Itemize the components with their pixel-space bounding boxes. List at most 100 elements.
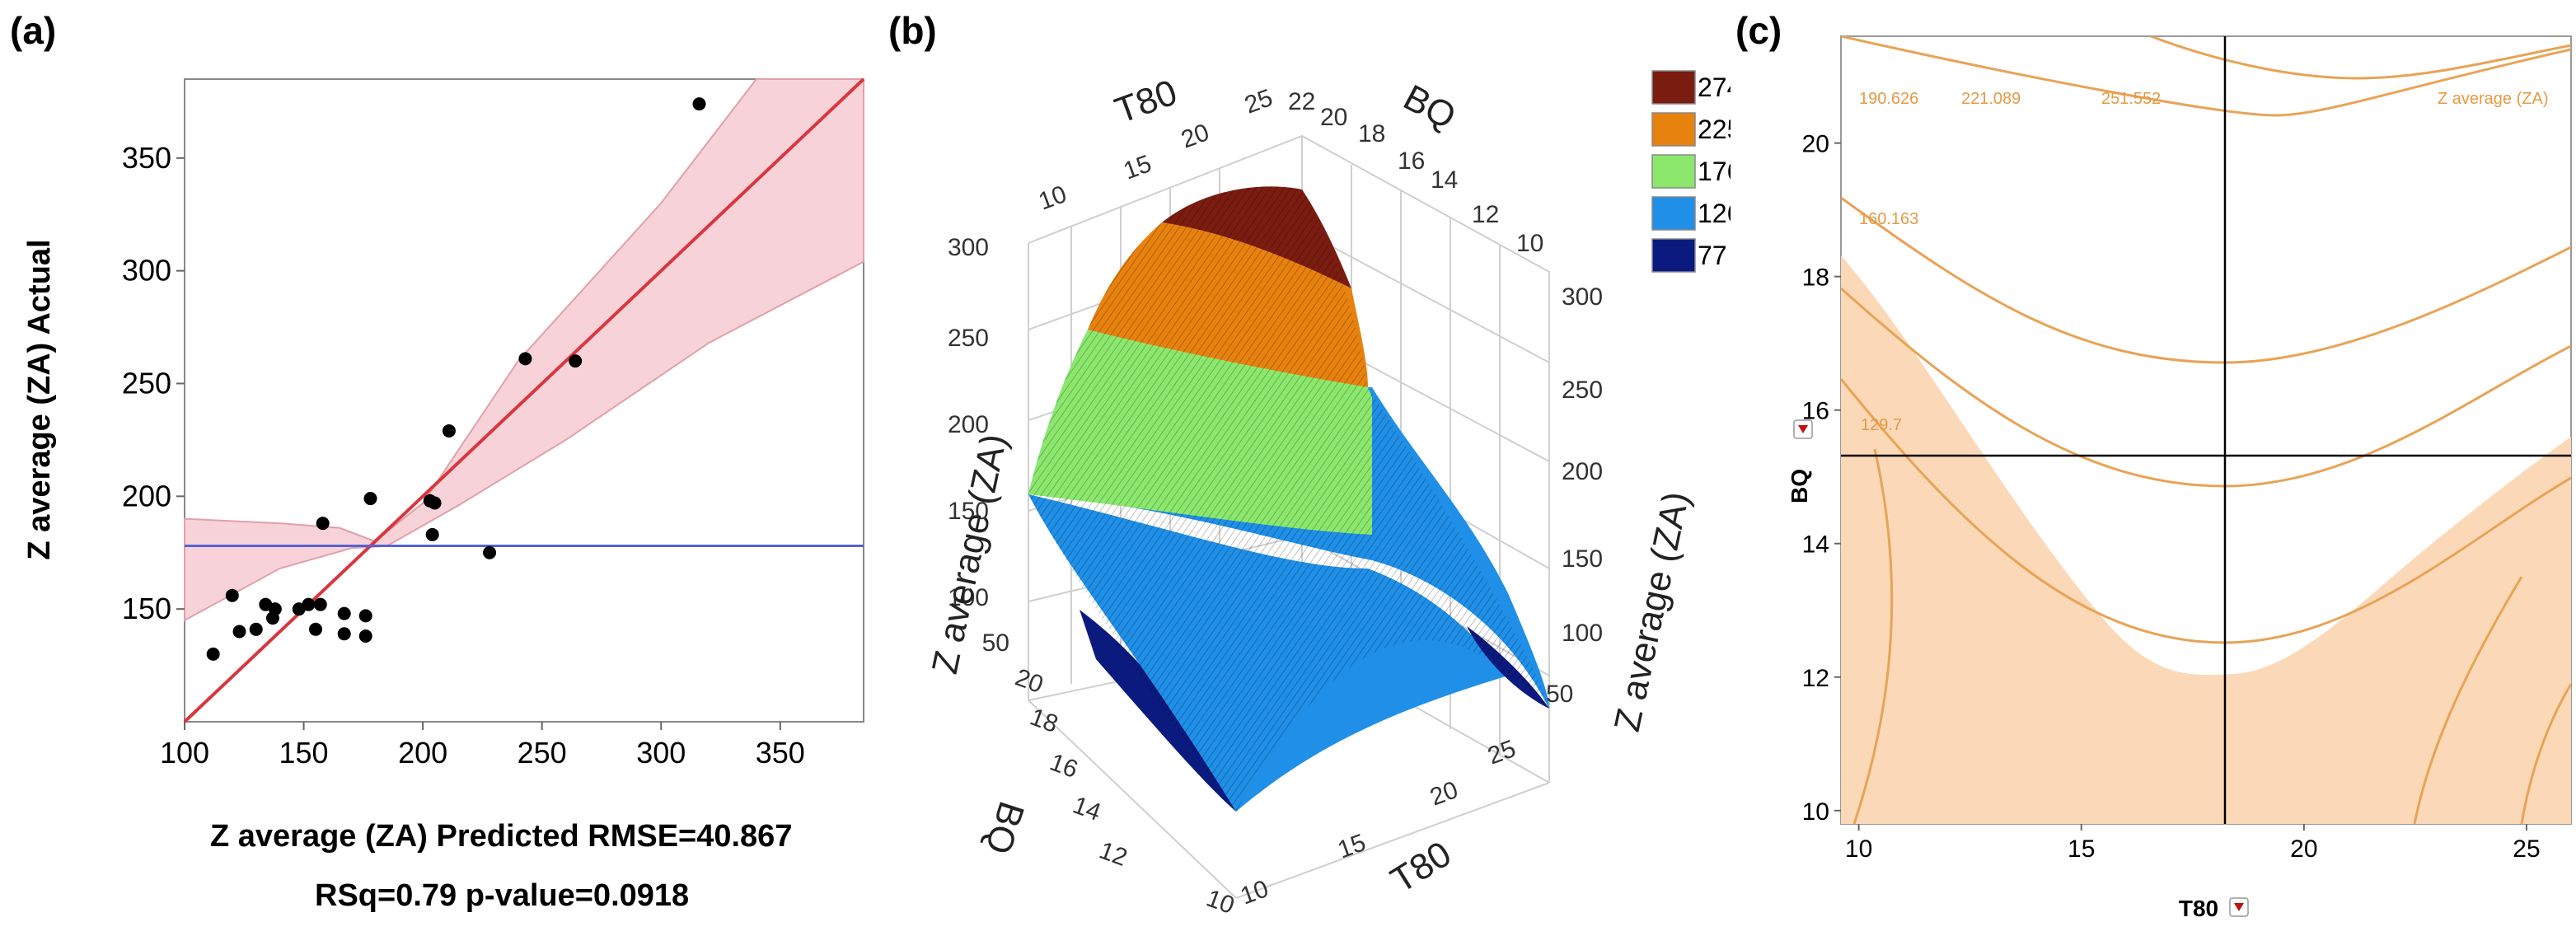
bq-top-tick: 18 xyxy=(1358,120,1385,147)
legend-label: 176 xyxy=(1698,157,1731,186)
legend-swatch xyxy=(1651,112,1696,147)
surface xyxy=(1028,186,1549,812)
t80-top-tick: 10 xyxy=(1035,180,1070,215)
contour-label: 221.089 xyxy=(1961,90,2021,108)
bq-bottom-tick: 10 xyxy=(1203,885,1239,920)
x-tick-label: 300 xyxy=(636,736,686,770)
y-tick-label: 10 xyxy=(1802,798,1829,826)
bq-bottom-tick: 18 xyxy=(1027,704,1062,738)
data-point xyxy=(206,647,220,661)
x-tick-label: 25 xyxy=(2513,835,2540,863)
y-tick-label: 14 xyxy=(1802,531,1829,559)
legend-label: 225 xyxy=(1698,115,1731,144)
bq-bottom-tick: 14 xyxy=(1070,792,1105,826)
data-point xyxy=(313,597,327,611)
t80-axis-bottom: T80 xyxy=(1384,834,1458,901)
data-point xyxy=(442,424,456,438)
legend-swatch xyxy=(1651,154,1696,189)
contour-line xyxy=(2413,576,2523,824)
surface-band-77 xyxy=(1080,610,1236,812)
data-point xyxy=(232,625,246,639)
actual-by-predicted-chart: 100 150 200 250 300 350 150 200 250 300 350 Z ave… xyxy=(22,77,865,770)
z-left-tick: 100 xyxy=(948,584,989,611)
t80-bottom-tick: 15 xyxy=(1334,829,1370,863)
bq-top-tick: 10 xyxy=(1516,230,1543,257)
t80-top-tick: 15 xyxy=(1120,150,1155,185)
bq-top-tick: 22 xyxy=(1288,88,1315,115)
z-right-tick: 200 xyxy=(1562,458,1603,485)
contour-line xyxy=(1841,36,2571,117)
y-tick-label: 300 xyxy=(122,254,171,288)
contour-line xyxy=(2150,36,2571,80)
z-axis-right: Z average (ZA) xyxy=(1607,488,1697,735)
z-right-tick: 50 xyxy=(1546,681,1573,708)
data-point xyxy=(302,597,316,611)
data-point xyxy=(692,97,706,111)
z-left-tick: 50 xyxy=(982,629,1009,657)
surface-ridge-texture xyxy=(1028,186,1549,812)
data-point xyxy=(428,496,442,510)
contour-label: 190.626 xyxy=(1859,90,1918,108)
z-right-tick: 100 xyxy=(1562,620,1603,647)
panel-label-c: (c) xyxy=(1735,9,1782,52)
x-tick-label: 100 xyxy=(160,736,209,770)
x-tick-label: 15 xyxy=(2068,835,2095,863)
bq-top-tick: 12 xyxy=(1472,201,1499,228)
t80-bottom-tick: 20 xyxy=(1426,776,1462,811)
panel-label-b: (b) xyxy=(888,9,937,52)
bq-bottom-tick: 20 xyxy=(1012,664,1047,699)
data-point xyxy=(337,606,351,620)
shaded-region xyxy=(1841,255,2571,824)
y-tick-label: 18 xyxy=(1802,264,1829,292)
bq-bottom-tick: 16 xyxy=(1047,749,1082,784)
y-axis-title: Z average (ZA) Actual xyxy=(22,239,57,559)
data-point xyxy=(569,354,583,368)
data-point xyxy=(337,627,351,641)
data-point xyxy=(518,352,532,366)
contour-label: 251.552 xyxy=(2101,90,2161,108)
data-point xyxy=(358,609,372,623)
panel-a-xlabel: Z average (ZA) Predicted RMSE=40.867 xyxy=(210,819,793,854)
z-left-tick: 200 xyxy=(948,411,989,438)
bq-axis-top: BQ xyxy=(1397,77,1462,138)
contour-x-title: T80 xyxy=(2179,896,2218,921)
bq-top-tick: 20 xyxy=(1320,104,1347,131)
legend-label: 274 xyxy=(1698,73,1731,102)
t80-axis-top: T80 xyxy=(1110,72,1183,131)
legend-swatch xyxy=(1651,70,1696,105)
legend-swatch xyxy=(1651,238,1696,273)
y-tick-label: 200 xyxy=(122,479,171,512)
data-point xyxy=(225,588,239,602)
contour-y-title: BQ xyxy=(1787,469,1812,503)
x-tick-label: 150 xyxy=(279,736,329,770)
y-tick-label: 350 xyxy=(122,141,171,175)
contour-label: 160.163 xyxy=(1859,210,1918,228)
data-point xyxy=(358,629,372,643)
x-tick-label: 10 xyxy=(1845,835,1872,863)
z-left-tick: 300 xyxy=(948,234,989,261)
x-tick-label: 200 xyxy=(398,736,447,770)
t80-bottom-tick: 10 xyxy=(1237,875,1272,910)
data-point xyxy=(483,545,497,559)
x-tick-label: 250 xyxy=(518,736,567,770)
legend-swatch xyxy=(1651,196,1696,231)
panel-label-a: (a) xyxy=(10,9,57,52)
confidence-band xyxy=(184,78,864,622)
bq-top-tick: 14 xyxy=(1431,166,1458,194)
legend-label: 126 xyxy=(1698,199,1731,228)
y-tick-label: 150 xyxy=(122,592,171,625)
data-point xyxy=(425,527,439,541)
bq-top-tick: 16 xyxy=(1398,147,1425,175)
y-tick-label: 12 xyxy=(1802,665,1829,692)
bq-dropdown-arrow-icon xyxy=(1798,425,1808,433)
contour-line xyxy=(1852,448,1894,824)
z-right-tick: 150 xyxy=(1562,545,1603,573)
t80-bottom-tick: 25 xyxy=(1484,735,1520,770)
z-right-tick: 300 xyxy=(1562,283,1603,311)
data-point xyxy=(268,602,282,616)
contour-profiler-chart: 190.626 221.089 251.552 Z average (ZA) 1… xyxy=(1787,35,2572,921)
x-tick-label: 20 xyxy=(2290,835,2317,863)
z-right-tick: 250 xyxy=(1562,377,1603,404)
t80-dropdown-arrow-icon xyxy=(2234,903,2244,911)
panel-a-stats: RSq=0.79 p-value=0.0918 xyxy=(315,878,690,913)
